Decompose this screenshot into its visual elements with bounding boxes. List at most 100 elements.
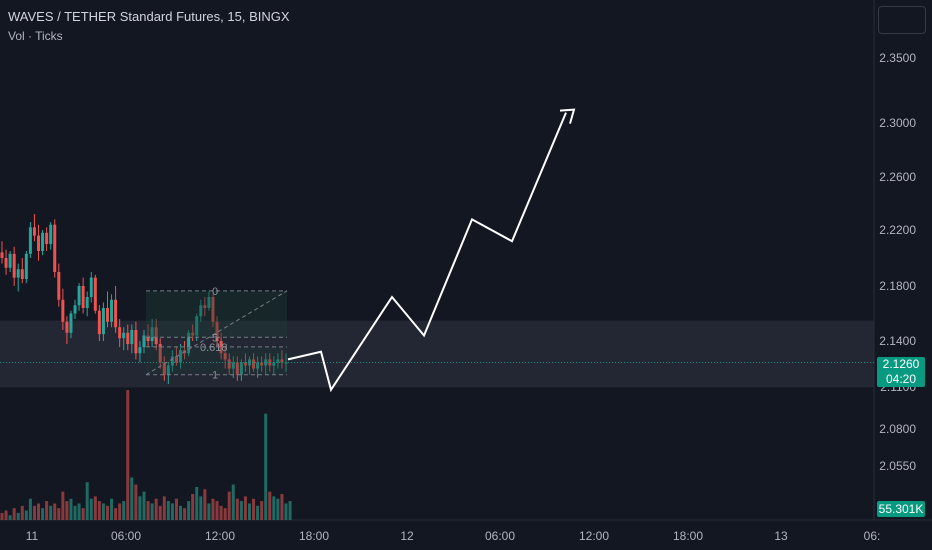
volume-bar: [97, 501, 101, 520]
candle-body: [223, 353, 227, 360]
candle: [231, 356, 235, 378]
candle: [85, 291, 89, 317]
candle: [77, 283, 81, 311]
candle: [239, 359, 243, 381]
volume-bar: [166, 501, 170, 520]
candle-body: [122, 332, 126, 339]
candle: [105, 291, 109, 328]
fib-zone-top: [146, 290, 287, 338]
candle-body: [264, 359, 268, 366]
candle: [8, 251, 12, 272]
volume-bar: [268, 491, 272, 520]
candle: [166, 362, 170, 384]
volume-bar: [126, 390, 130, 520]
candle-body: [243, 362, 247, 366]
candle-body: [252, 359, 256, 369]
x-tick-label: 18:00: [299, 529, 329, 543]
volume-bar: [49, 505, 53, 520]
volume-bar: [20, 505, 24, 520]
candle: [219, 332, 223, 360]
volume-bar: [12, 508, 16, 520]
candle: [146, 324, 150, 348]
volume-bar: [154, 498, 158, 520]
toolbar-button[interactable]: [878, 6, 926, 34]
candle-body: [231, 362, 235, 369]
candle-body: [97, 310, 101, 335]
candle-body: [20, 269, 24, 279]
volume-bar: [138, 496, 142, 520]
volume-bar: [93, 496, 97, 520]
candle-body: [138, 347, 142, 354]
volume-bar: [105, 505, 109, 520]
x-tick-label: 12: [400, 529, 414, 543]
volume-bar: [110, 498, 114, 520]
candle-body: [191, 332, 195, 336]
volume-bar: [4, 510, 8, 520]
volume-indicator-label[interactable]: Vol · Ticks: [8, 29, 63, 43]
candle: [110, 294, 114, 328]
candle: [130, 324, 134, 354]
candle-body: [239, 362, 243, 375]
candle: [45, 227, 49, 251]
chart-title: WAVES / TETHER Standard Futures, 15, BIN…: [8, 9, 290, 24]
candle-body: [174, 356, 178, 363]
volume-bar: [219, 505, 223, 520]
volume-bar: [41, 508, 45, 520]
candle-body: [158, 344, 162, 363]
y-tick-label: 2.0800: [879, 422, 916, 436]
candle-body: [0, 252, 4, 258]
candle-body: [118, 327, 122, 339]
volume-bar: [203, 489, 207, 520]
candle: [32, 214, 36, 242]
volume-bar: [199, 496, 203, 520]
candle: [69, 310, 73, 339]
candle: [122, 327, 126, 351]
volume-bar: [118, 503, 122, 520]
x-tick-label: 18:00: [673, 529, 703, 543]
candle-body: [130, 330, 134, 345]
y-tick-label: 2.0550: [879, 459, 916, 473]
x-tick-label: 12:00: [205, 529, 235, 543]
volume-bar: [122, 501, 126, 520]
candle: [28, 222, 32, 258]
candle-body: [4, 258, 8, 268]
candle-body: [260, 362, 264, 366]
volume-bar: [65, 501, 69, 520]
candle: [16, 263, 20, 292]
volume-bar: [162, 496, 166, 520]
volume-bar: [89, 498, 93, 520]
volume-bar: [195, 486, 199, 520]
candle-body: [162, 362, 166, 375]
candle: [114, 286, 118, 333]
last-price-tag: 2.1260 04:20: [877, 357, 925, 387]
candle-body: [195, 316, 199, 336]
candle-body: [199, 305, 203, 317]
y-tick-label: 2.1800: [879, 279, 916, 293]
candle: [126, 324, 130, 351]
y-tick-label: 2.1400: [879, 334, 916, 348]
last-price-value: 2.1260: [882, 357, 920, 371]
volume-bar: [57, 508, 61, 520]
y-tick-label: 2.3000: [879, 116, 916, 130]
candle: [162, 356, 166, 381]
volume-bar: [170, 503, 174, 520]
volume-bar: [150, 503, 154, 520]
fib-level-label: 1: [212, 370, 218, 382]
candle: [276, 353, 280, 369]
volume-bar: [179, 505, 183, 520]
candle-body: [211, 297, 215, 322]
candle-body: [110, 299, 114, 322]
volume-bar: [260, 501, 264, 520]
candle-body: [268, 359, 272, 366]
candle: [37, 224, 41, 261]
candle-body: [187, 332, 191, 354]
candle-body: [105, 308, 109, 322]
candle-body: [146, 335, 150, 341]
volume-bar: [174, 498, 178, 520]
volume-bar: [264, 413, 268, 520]
candle-body: [101, 308, 105, 335]
candles-group: [0, 214, 288, 384]
candle-body: [93, 277, 97, 311]
candle: [61, 288, 65, 330]
